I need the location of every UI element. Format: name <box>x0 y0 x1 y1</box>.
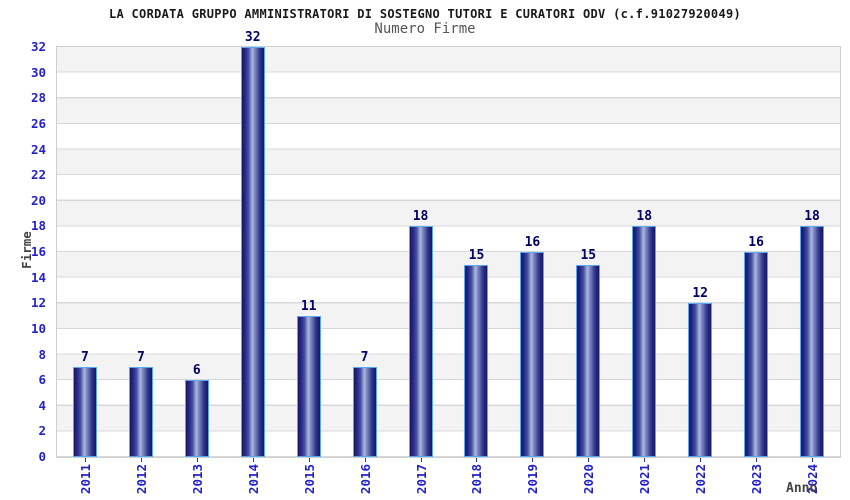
bar-value-label-2017: 18 <box>412 209 429 224</box>
x-tick-label-2011: 2011 <box>77 463 93 495</box>
y-tick-label-10: 10 <box>30 320 46 336</box>
chart-subtitle: Numero Firme <box>374 21 476 37</box>
y-tick-label-26: 26 <box>30 115 46 131</box>
x-tick-label-2020: 2020 <box>581 463 597 495</box>
bar-2015 <box>296 316 321 457</box>
bar-2023 <box>744 252 769 457</box>
bar-2017 <box>408 226 433 457</box>
x-tick-label-2023: 2023 <box>749 463 765 495</box>
x-tick-label-2016: 2016 <box>357 463 373 495</box>
bar-2012 <box>128 367 153 457</box>
y-tick-label-18: 18 <box>30 218 46 234</box>
x-tick-label-2017: 2017 <box>413 463 429 495</box>
y-tick-label-2: 2 <box>38 423 46 439</box>
bar-2024 <box>800 226 825 457</box>
x-tick-label-2014: 2014 <box>245 463 261 495</box>
x-tick-mark <box>756 458 758 462</box>
plot-area <box>56 46 841 458</box>
y-tick-label-12: 12 <box>30 295 46 311</box>
bar-value-label-2018: 15 <box>468 248 485 263</box>
bar-2020 <box>576 265 601 457</box>
x-tick-mark <box>812 458 814 462</box>
x-tick-label-2013: 2013 <box>189 463 205 495</box>
x-tick-mark <box>532 458 534 462</box>
bar-2011 <box>72 367 97 457</box>
bar-value-label-2016: 7 <box>360 350 369 365</box>
x-tick-mark <box>140 458 142 462</box>
x-tick-label-2021: 2021 <box>637 463 653 495</box>
x-tick-mark <box>308 458 310 462</box>
x-tick-mark <box>644 458 646 462</box>
bar-value-label-2023: 16 <box>748 235 764 250</box>
y-tick-label-30: 30 <box>30 64 46 80</box>
x-tick-label-2015: 2015 <box>301 463 317 495</box>
y-tick-label-28: 28 <box>30 90 46 106</box>
x-tick-mark <box>364 458 366 462</box>
bar-2018 <box>464 265 489 457</box>
x-tick-mark <box>700 458 702 462</box>
bar-2019 <box>520 252 545 457</box>
bar-2022 <box>688 303 713 457</box>
bar-value-label-2013: 6 <box>192 363 201 378</box>
y-tick-label-0: 0 <box>38 449 46 464</box>
bar-value-label-2021: 18 <box>636 209 653 224</box>
x-tick-label-2018: 2018 <box>469 463 485 495</box>
chart-title: LA CORDATA GRUPPO AMMINISTRATORI DI SOST… <box>108 7 742 21</box>
bar-value-label-2020: 15 <box>580 248 597 263</box>
y-tick-label-6: 6 <box>38 372 46 388</box>
bar-value-label-2011: 7 <box>81 350 89 365</box>
x-tick-mark <box>252 458 254 462</box>
bar-value-label-2019: 16 <box>524 235 541 250</box>
x-tick-label-2019: 2019 <box>525 463 541 495</box>
bar-value-label-2015: 11 <box>300 299 317 314</box>
bar-2016 <box>352 367 377 457</box>
bar-value-label-2024: 18 <box>804 209 820 224</box>
bar-2021 <box>632 226 657 457</box>
x-tick-mark <box>588 458 590 462</box>
y-tick-label-22: 22 <box>30 167 46 183</box>
y-tick-label-8: 8 <box>38 346 46 362</box>
x-tick-mark <box>476 458 478 462</box>
x-tick-label-2022: 2022 <box>693 463 709 495</box>
x-tick-mark <box>84 458 86 462</box>
x-axis-title: Anno <box>786 481 818 496</box>
bar-value-label-2012: 7 <box>136 350 145 365</box>
bar-2014 <box>240 47 265 457</box>
y-tick-label-32: 32 <box>30 39 46 54</box>
y-tick-label-20: 20 <box>30 192 46 208</box>
bar-2013 <box>184 380 209 457</box>
x-tick-mark <box>420 458 422 462</box>
bar-value-label-2014: 32 <box>244 30 261 45</box>
y-tick-label-16: 16 <box>30 244 46 259</box>
x-tick-label-2012: 2012 <box>133 463 149 495</box>
y-tick-label-24: 24 <box>30 141 46 157</box>
bar-value-label-2022: 12 <box>692 286 708 301</box>
y-tick-label-14: 14 <box>30 269 46 285</box>
y-tick-label-4: 4 <box>38 397 46 413</box>
x-tick-mark <box>196 458 198 462</box>
